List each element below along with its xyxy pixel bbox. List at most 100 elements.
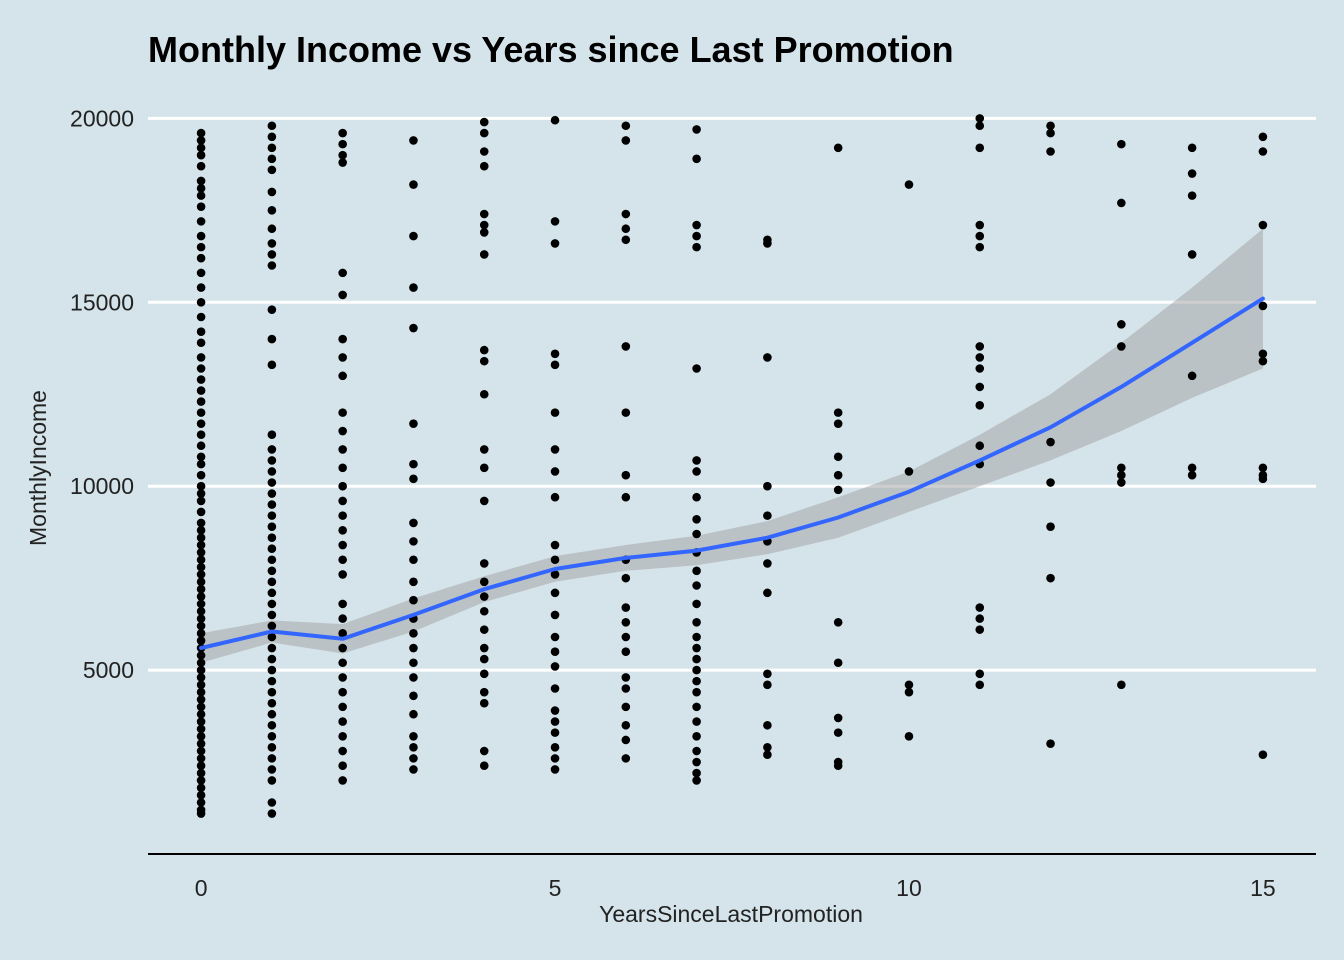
data-point [196,441,206,451]
data-point [196,798,206,807]
data-point [338,408,347,417]
data-point [338,687,347,697]
data-point [763,720,772,730]
data-point [975,231,985,241]
data-point [1258,349,1268,359]
data-point [692,231,701,241]
data-point [196,555,206,565]
data-point [975,242,985,252]
data-point [196,732,206,741]
data-point [479,746,489,756]
data-point [267,643,277,653]
data-point [833,761,843,771]
data-point [267,489,277,498]
data-point [479,147,489,156]
data-point [338,673,347,682]
data-point [550,647,560,657]
data-point [550,115,560,125]
data-point [1046,739,1055,748]
data-point [833,617,843,627]
data-point [196,783,206,793]
data-point [550,217,560,226]
data-point [196,242,206,252]
data-point [621,224,631,234]
data-point [338,526,347,535]
data-point [833,452,843,462]
data-point [479,445,489,454]
x-tick-label: 10 [896,875,922,901]
data-point [267,121,277,131]
data-point [196,702,206,712]
data-point [479,559,489,568]
data-point [267,654,277,664]
data-point [267,430,277,440]
data-point [550,728,560,737]
data-point [763,239,772,248]
data-point [479,356,489,366]
data-point [196,665,206,675]
data-point [692,746,701,756]
data-point [338,139,347,149]
data-point [267,577,277,587]
data-point [479,643,489,653]
data-point [267,709,277,719]
data-point [267,798,277,807]
data-point [267,765,277,774]
data-point [550,588,560,598]
data-point [267,665,277,675]
data-point [550,570,560,579]
data-point [409,459,418,469]
data-point [692,529,701,539]
data-point [196,327,206,337]
data-point [196,312,206,322]
data-point [196,724,206,734]
data-point [196,614,206,623]
data-point [196,518,206,528]
data-point [409,595,418,605]
data-point [196,548,206,557]
data-point [763,511,772,520]
data-point [1187,143,1197,153]
data-point [479,161,489,171]
data-point [1117,680,1126,690]
data-point [763,588,772,598]
data-point [196,136,206,145]
data-point [196,754,206,763]
x-tick-label: 5 [549,875,562,901]
data-point [196,397,206,406]
data-point [1117,320,1126,329]
data-point [338,511,347,520]
data-point [196,217,206,226]
data-point [479,606,489,616]
data-point [196,621,206,631]
y-tick-label: 15000 [70,289,134,315]
data-point [409,283,418,292]
data-point [621,684,631,693]
y-tick-label: 20000 [70,105,134,131]
data-point [692,364,701,373]
data-point [550,360,560,370]
data-point [267,676,277,686]
data-point [196,386,206,395]
data-point [409,231,418,241]
data-point [267,621,277,631]
data-point [267,776,277,785]
data-point [196,790,206,800]
data-point [975,114,985,123]
data-point [267,687,277,697]
data-point [196,695,206,704]
data-point [692,456,701,465]
data-point [550,765,560,774]
data-point [975,669,985,679]
data-point [267,154,277,164]
data-point [267,206,277,215]
data-point [267,239,277,248]
data-point [338,702,347,712]
data-point [196,507,206,517]
data-point [338,540,347,550]
data-point [550,408,560,417]
data-point [267,809,277,818]
x-axis-title: YearsSinceLastPromotion [599,901,863,927]
data-point [338,496,347,506]
